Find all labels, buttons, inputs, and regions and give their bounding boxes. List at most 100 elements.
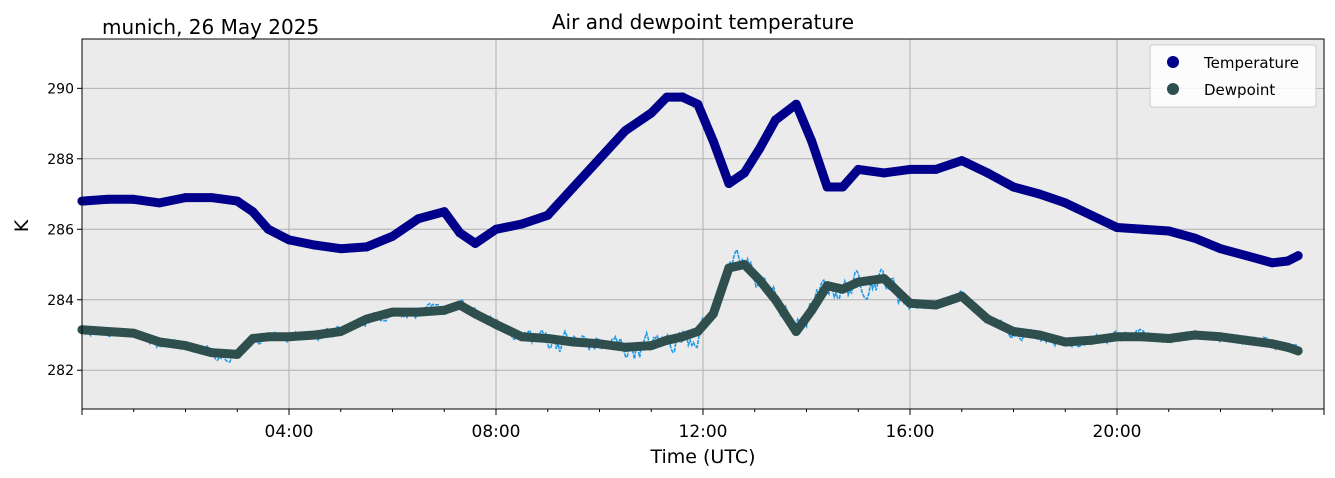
temperature-point: [470, 238, 480, 248]
temperature-point: [1086, 210, 1096, 220]
dewpoint-point: [677, 332, 687, 342]
dewpoint-point: [646, 341, 656, 351]
dewpoint-point: [983, 314, 993, 324]
dewpoint-point: [1009, 326, 1018, 336]
dewpoint-point: [1034, 330, 1044, 340]
dewpoint-point: [1216, 332, 1225, 342]
temperature-point: [755, 143, 765, 153]
temperature-point: [1190, 233, 1200, 243]
dewpoint-point: [755, 275, 765, 285]
temperature-point: [1241, 251, 1251, 261]
dewpoint-point: [310, 330, 320, 340]
dewpoint-point: [470, 309, 480, 319]
temperature-point: [413, 214, 423, 224]
dewpoint-point: [838, 284, 848, 294]
legend-dewpoint-marker: [1167, 83, 1179, 95]
dewpoint-point: [770, 295, 780, 305]
dewpoint-point: [708, 309, 718, 319]
x-tick-label: 20:00: [1093, 422, 1142, 442]
temperature-point: [310, 240, 320, 250]
dewpoint-point: [595, 339, 604, 349]
dewpoint-point: [957, 291, 967, 301]
temperature-point: [957, 156, 967, 166]
dewpoint-point: [181, 341, 190, 351]
dewpoint-point: [517, 332, 527, 342]
x-axis: 04:00 08:00 12:00 16:00 20:00: [81, 409, 1325, 442]
temperature-point: [439, 207, 449, 217]
temperature-point: [1034, 189, 1044, 199]
dewpoint-point: [284, 332, 294, 342]
dewpoint-point: [206, 348, 216, 358]
temperature-point: [491, 224, 501, 234]
temperature-point: [739, 168, 749, 178]
temperature-point: [983, 168, 993, 178]
y-tick-label: 288: [47, 152, 74, 168]
legend: Temperature Dewpoint: [1149, 44, 1317, 108]
dewpoint-point: [491, 319, 501, 329]
dewpoint-point: [455, 300, 465, 310]
temperature-point: [791, 99, 801, 109]
dewpoint-point: [791, 326, 801, 336]
dewpoint-point: [807, 305, 817, 315]
y-tick-label: 284: [47, 293, 74, 309]
dewpoint-point: [739, 260, 749, 270]
temperature-point: [1293, 251, 1303, 261]
dewpoint-point: [931, 300, 941, 310]
y-axis: 282 284 286 288 290: [47, 81, 82, 379]
chart-title: Air and dewpoint temperature: [552, 10, 854, 34]
dewpoint-point: [543, 334, 553, 344]
dewpoint-point: [129, 328, 139, 338]
dewpoint-point: [620, 342, 630, 352]
dewpoint-point: [263, 332, 273, 342]
smoothed-series: [77, 92, 1303, 359]
dewpoint-point: [1086, 335, 1096, 345]
temperature-point: [620, 126, 630, 136]
dewpoint-point: [1267, 339, 1277, 349]
legend-box: [1149, 44, 1317, 108]
temperature-point: [662, 92, 672, 102]
x-tick-label: 16:00: [886, 422, 935, 442]
temperature-point: [455, 228, 465, 238]
temperature-point: [822, 182, 832, 192]
dewpoint-point: [822, 281, 832, 291]
temperature-point: [770, 115, 780, 125]
temperature-point: [708, 136, 718, 146]
temperature-point: [362, 242, 372, 252]
temperature-point: [724, 178, 734, 188]
y-tick-label: 290: [47, 81, 74, 97]
temperature-point: [1283, 256, 1293, 266]
temperature-point: [569, 182, 579, 192]
temperature-point: [155, 198, 165, 208]
dewpoint-point: [1283, 342, 1293, 352]
dewpoint-point: [879, 274, 889, 284]
temperature-point: [1267, 258, 1277, 268]
dewpoint-point: [155, 337, 165, 347]
temperature-point: [103, 194, 113, 204]
temperature-point: [129, 194, 139, 204]
temperature-point: [879, 168, 889, 178]
temperature-point: [1112, 223, 1122, 233]
temperature-point: [677, 92, 687, 102]
dewpoint-point: [413, 307, 423, 317]
temperature-point: [1138, 224, 1148, 234]
x-axis-label: Time (UTC): [649, 446, 755, 468]
temperature-point: [248, 207, 258, 217]
dewpoint-point: [693, 326, 703, 336]
dewpoint-point: [1190, 330, 1200, 340]
legend-temperature-marker: [1167, 56, 1179, 68]
dewpoint-point: [1138, 332, 1148, 342]
temperature-point: [905, 164, 915, 174]
dewpoint-point: [232, 349, 242, 359]
grid: [82, 39, 1324, 409]
dewpoint-point: [1164, 334, 1174, 344]
temperature-point: [595, 154, 604, 164]
temperature-point: [232, 196, 242, 206]
y-tick-label: 282: [47, 363, 74, 379]
dewpoint-point: [905, 298, 915, 308]
dewpoint-point: [1060, 337, 1070, 347]
dewpoint-point: [439, 305, 449, 315]
temperature-point: [206, 193, 216, 203]
temperature-point: [807, 136, 817, 146]
dewpoint-point: [336, 326, 346, 336]
